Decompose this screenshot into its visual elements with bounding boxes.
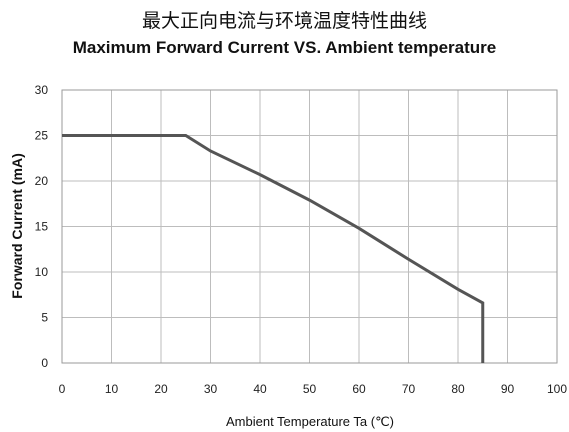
y-tick-label: 5 xyxy=(41,311,48,325)
x-tick-label: 0 xyxy=(59,382,66,396)
x-tick-label: 100 xyxy=(547,382,567,396)
x-tick-label: 40 xyxy=(253,382,267,396)
derating-curve-line xyxy=(62,134,485,363)
x-tick-label: 70 xyxy=(402,382,416,396)
y-tick-label: 10 xyxy=(35,265,49,279)
x-tick-label: 20 xyxy=(154,382,168,396)
plot-frame xyxy=(61,89,558,364)
y-tick-label: 30 xyxy=(35,83,49,97)
y-tick-labels: 0 5 10 15 20 25 30 xyxy=(35,83,49,370)
x-tick-label: 10 xyxy=(105,382,119,396)
x-axis-label: Ambient Temperature Ta (℃) xyxy=(226,414,394,429)
y-tick-label: 20 xyxy=(35,174,49,188)
series-layer xyxy=(62,134,485,363)
x-tick-label: 50 xyxy=(303,382,317,396)
chart-subtitle: Maximum Forward Current VS. Ambient temp… xyxy=(72,38,497,57)
y-tick-label: 15 xyxy=(35,220,49,234)
x-tick-label: 90 xyxy=(501,382,515,396)
chart-title: 最大正向电流与环境温度特性曲线 xyxy=(141,10,427,32)
y-axis-label: Forward Current (mA) xyxy=(9,153,25,298)
x-tick-labels: 0 10 20 30 40 50 60 70 80 90 100 xyxy=(59,382,568,396)
y-tick-label: 0 xyxy=(41,356,48,370)
x-tick-label: 60 xyxy=(352,382,366,396)
x-tick-label: 30 xyxy=(204,382,218,396)
x-tick-label: 80 xyxy=(451,382,465,396)
y-tick-label: 25 xyxy=(35,129,49,143)
